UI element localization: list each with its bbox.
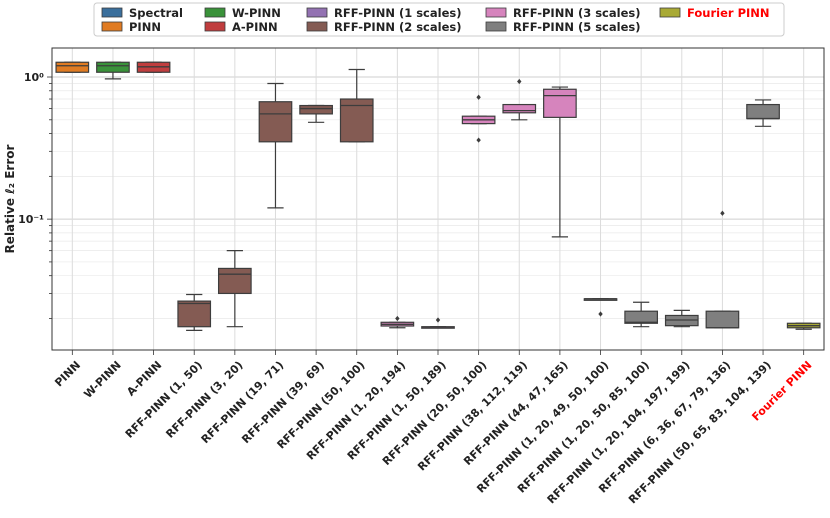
y-axis-label: Relative ℓ₂ Error (3, 144, 17, 253)
legend-label: W-PINN (232, 6, 281, 20)
box-15 (624, 301, 659, 328)
outlier-point (517, 78, 522, 85)
legend-swatch (101, 21, 123, 32)
y-tick-label: 10⁻¹ (18, 213, 44, 226)
outlier-point (720, 210, 725, 216)
box-body (177, 300, 212, 328)
legend-label: RFF-PINN (1 scales) (334, 6, 461, 20)
outlier-point (435, 317, 441, 323)
box-body (55, 61, 90, 73)
box-body (705, 310, 740, 329)
outlier-point (476, 94, 481, 100)
x-tick-label: RFF-PINN (50, 65, 83, 104, 139) (626, 359, 774, 507)
outlier-point (598, 311, 603, 317)
legend-label: PINN (129, 20, 161, 34)
box-8 (339, 68, 374, 143)
legend-label: A-PINN (232, 20, 278, 34)
box-13 (543, 86, 577, 238)
box-10 (421, 317, 455, 329)
box-12 (502, 78, 537, 121)
box-2 (96, 61, 130, 80)
box-7 (299, 104, 333, 123)
box-body (502, 103, 537, 114)
x-tick-label: RFF-PINN (1, 20, 104, 197, 199) (545, 359, 693, 507)
box-16 (664, 309, 699, 328)
legend-swatch (306, 7, 328, 18)
box-3 (136, 61, 171, 73)
legend-swatch (659, 7, 681, 18)
outlier-point (476, 137, 481, 143)
outlier-point (395, 315, 400, 322)
box-4 (177, 293, 212, 331)
box-17 (705, 210, 740, 329)
legend-frame (93, 2, 785, 37)
box-18 (746, 99, 780, 127)
legend-label: RFF-PINN (5 scales) (513, 20, 640, 34)
box-body (543, 88, 577, 118)
legend-swatch (204, 21, 226, 32)
box-14 (583, 298, 618, 317)
box-body (624, 310, 659, 324)
x-tick-label: RFF-PINN (1, 50) (123, 359, 205, 441)
legend-swatch (485, 21, 507, 32)
x-tick-label: W-PINN (81, 359, 123, 401)
box-body (96, 61, 130, 73)
legend-label: Fourier PINN (687, 6, 770, 20)
legend-label: Spectral (129, 6, 183, 20)
box-body (217, 267, 252, 295)
y-tick-label: 10⁰ (24, 71, 44, 84)
legend-swatch (204, 7, 226, 18)
x-tick-label: RFF-PINN (3, 20) (163, 359, 245, 441)
box-9 (380, 315, 415, 329)
legend-swatch (101, 7, 123, 18)
box-19 (786, 322, 821, 330)
x-tick-label: PINN (52, 359, 83, 390)
legend-swatch (485, 7, 507, 18)
legend-label: RFF-PINN (3 scales) (513, 6, 640, 20)
legend-swatch (306, 21, 328, 32)
box-body (299, 104, 333, 115)
box-1 (55, 61, 90, 73)
box-body (746, 103, 780, 120)
plot-frame (51, 47, 825, 351)
box-11 (461, 94, 496, 143)
box-5 (217, 250, 252, 328)
legend-label: RFF-PINN (2 scales) (334, 20, 461, 34)
box-body (258, 101, 293, 143)
x-tick-label: A-PINN (124, 359, 164, 399)
box-6 (258, 82, 293, 209)
